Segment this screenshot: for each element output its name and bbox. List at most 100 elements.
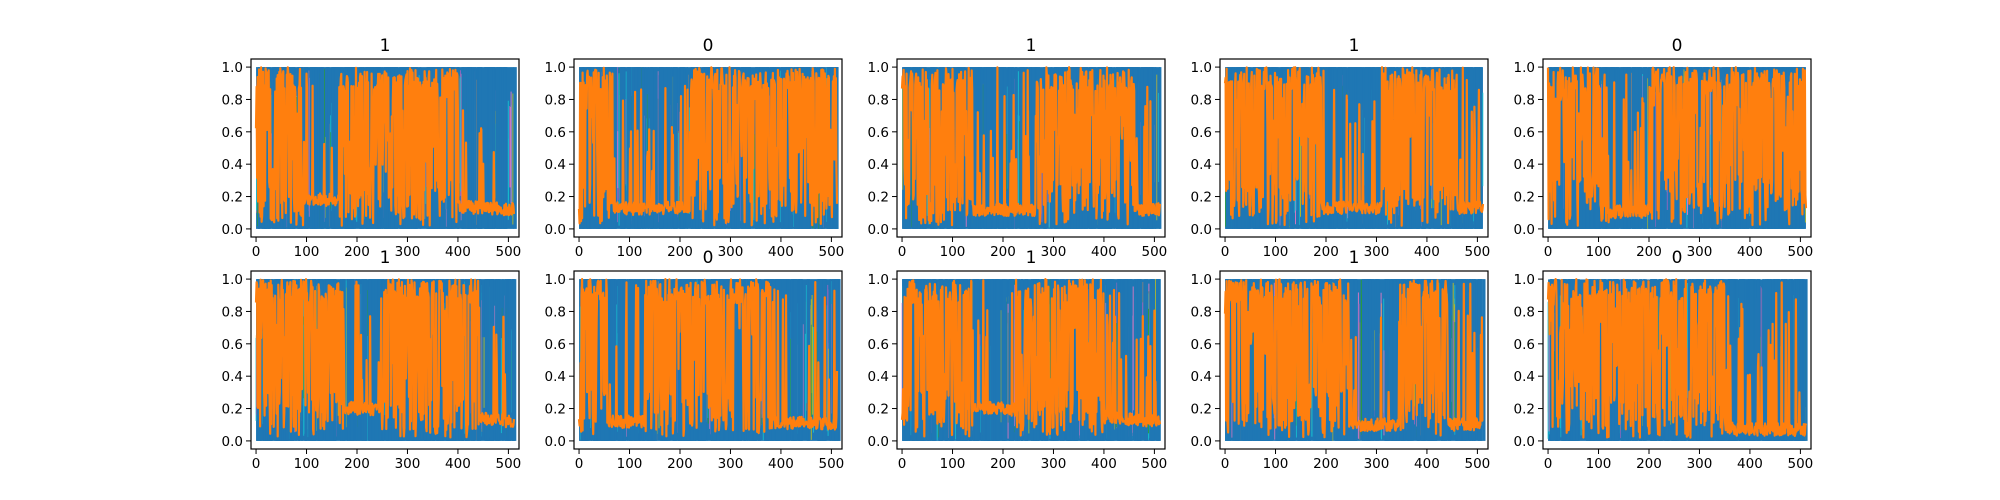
y-tick-label: 0.4: [222, 369, 243, 385]
x-tick-label: 300: [1041, 244, 1067, 260]
axes-frame: [1219, 270, 1489, 450]
subplot-title: 1: [1349, 36, 1360, 56]
axes-frame: [896, 270, 1166, 450]
subplot-title: 0: [1672, 36, 1683, 56]
y-tick-label: 1.0: [868, 272, 889, 288]
y-tick-label: 0.6: [868, 337, 889, 353]
series-orange: [577, 66, 839, 227]
y-tick-label: 0.4: [1191, 157, 1212, 173]
x-tick-label: 200: [344, 244, 370, 260]
y-tick-label: 0.4: [868, 157, 889, 173]
y-tick-label: 0.4: [545, 157, 566, 173]
y-tick-label: 1.0: [1514, 272, 1535, 288]
series-orange: [900, 66, 1162, 227]
subplot-title: 1: [1026, 36, 1037, 56]
subplot-4: 1 0 100 200 300 400 500 0.0 0.2 0.4 0.6 0.8 1.0: [1191, 36, 1491, 260]
y-tick-label: 0.6: [1514, 337, 1535, 353]
x-tick-label: 400: [1414, 456, 1440, 472]
y-tick-label: 1.0: [222, 272, 243, 288]
x-tick-label: 200: [1636, 456, 1662, 472]
y-tick-label: 0.0: [1191, 434, 1212, 450]
plot-area: [577, 278, 841, 441]
y-tick-label: 0.6: [545, 125, 566, 141]
axes-frame: [250, 270, 520, 450]
y-tick-label: 0.0: [868, 222, 889, 238]
subplot-5: 0 0 100 200 300 400 500 0.0 0.2 0.4 0.6 0.8 1.0: [1514, 36, 1814, 260]
y-tick-label: 1.0: [1514, 60, 1535, 76]
series-orange: [1223, 66, 1485, 227]
x-tick-label: 100: [940, 456, 966, 472]
y-tick-label: 0.2: [868, 402, 889, 418]
x-tick-label: 100: [294, 244, 320, 260]
y-tick-label: 0.6: [222, 337, 243, 353]
y-tick-label: 0.0: [1514, 222, 1535, 238]
axes-frame: [896, 58, 1166, 238]
y-tick-label: 0.8: [1514, 304, 1535, 320]
subplot-3: 1 0 100 200 300 400 500 0.0 0.2 0.4 0.6 0.8 1.0: [868, 36, 1168, 260]
y-tick-label: 0.6: [1514, 125, 1535, 141]
x-tick-label: 500: [496, 456, 522, 472]
y-tick-label: 0.6: [1191, 337, 1212, 353]
subplot-title: 1: [1026, 248, 1037, 268]
y-tick-label: 0.8: [1191, 92, 1212, 108]
x-tick-label: 100: [1586, 244, 1612, 260]
x-tick-label: 500: [1788, 244, 1814, 260]
axes-frame: [573, 270, 843, 450]
series-orange: [900, 278, 1162, 438]
y-tick-label: 0.2: [1191, 190, 1212, 206]
y-tick-label: 0.8: [868, 304, 889, 320]
y-tick-label: 0.8: [222, 92, 243, 108]
x-tick-label: 200: [667, 456, 693, 472]
y-tick-label: 0.0: [222, 222, 243, 238]
y-tick-label: 0.6: [868, 125, 889, 141]
axes-frame: [1542, 270, 1812, 450]
x-tick-label: 500: [496, 244, 522, 260]
x-tick-label: 100: [294, 456, 320, 472]
x-tick-label: 300: [718, 244, 744, 260]
y-tick-label: 1.0: [1191, 272, 1212, 288]
x-tick-label: 300: [1364, 244, 1390, 260]
plot-area: [254, 278, 517, 441]
y-tick-label: 0.4: [1514, 369, 1535, 385]
x-tick-label: 100: [617, 456, 643, 472]
axes-frame: [1542, 58, 1812, 238]
y-tick-label: 0.8: [868, 92, 889, 108]
x-tick-label: 100: [1263, 456, 1289, 472]
subplot-title: 0: [1672, 248, 1683, 268]
x-tick-label: 500: [819, 456, 845, 472]
subplot-9: 1 0 100 200 300 400 500 0.0 0.2 0.4 0.6 0.8 1.0: [1191, 248, 1491, 472]
x-tick-label: 400: [1091, 244, 1117, 260]
x-tick-label: 400: [1414, 244, 1440, 260]
x-tick-label: 0: [252, 456, 261, 472]
y-tick-label: 1.0: [868, 60, 889, 76]
y-tick-label: 0.8: [1514, 92, 1535, 108]
x-tick-label: 500: [1465, 244, 1491, 260]
plot-area: [1223, 278, 1486, 441]
y-tick-label: 0.2: [222, 190, 243, 206]
x-tick-label: 400: [1737, 456, 1763, 472]
x-tick-label: 200: [1313, 244, 1339, 260]
x-tick-label: 300: [1364, 456, 1390, 472]
y-tick-label: 0.2: [1191, 402, 1212, 418]
y-tick-label: 0.6: [1191, 125, 1212, 141]
x-tick-label: 200: [1636, 244, 1662, 260]
y-tick-label: 0.2: [1514, 190, 1535, 206]
x-tick-label: 100: [617, 244, 643, 260]
x-tick-label: 0: [575, 244, 584, 260]
x-tick-label: 500: [1142, 456, 1168, 472]
x-tick-label: 400: [445, 456, 471, 472]
y-tick-label: 0.6: [545, 337, 566, 353]
y-tick-label: 0.4: [1191, 369, 1212, 385]
x-tick-label: 500: [1465, 456, 1491, 472]
x-tick-label: 200: [990, 244, 1016, 260]
series-orange: [1546, 66, 1808, 227]
subplot-7: 0 0 100 200 300 400 500 0.0 0.2 0.4 0.6 0.8 1.0: [545, 248, 845, 472]
y-tick-label: 0.4: [222, 157, 243, 173]
series-orange: [254, 66, 516, 227]
x-tick-label: 300: [1687, 244, 1713, 260]
x-tick-label: 400: [1737, 244, 1763, 260]
plot-area: [577, 66, 839, 229]
y-tick-label: 0.4: [545, 369, 566, 385]
series-orange: [254, 278, 516, 439]
